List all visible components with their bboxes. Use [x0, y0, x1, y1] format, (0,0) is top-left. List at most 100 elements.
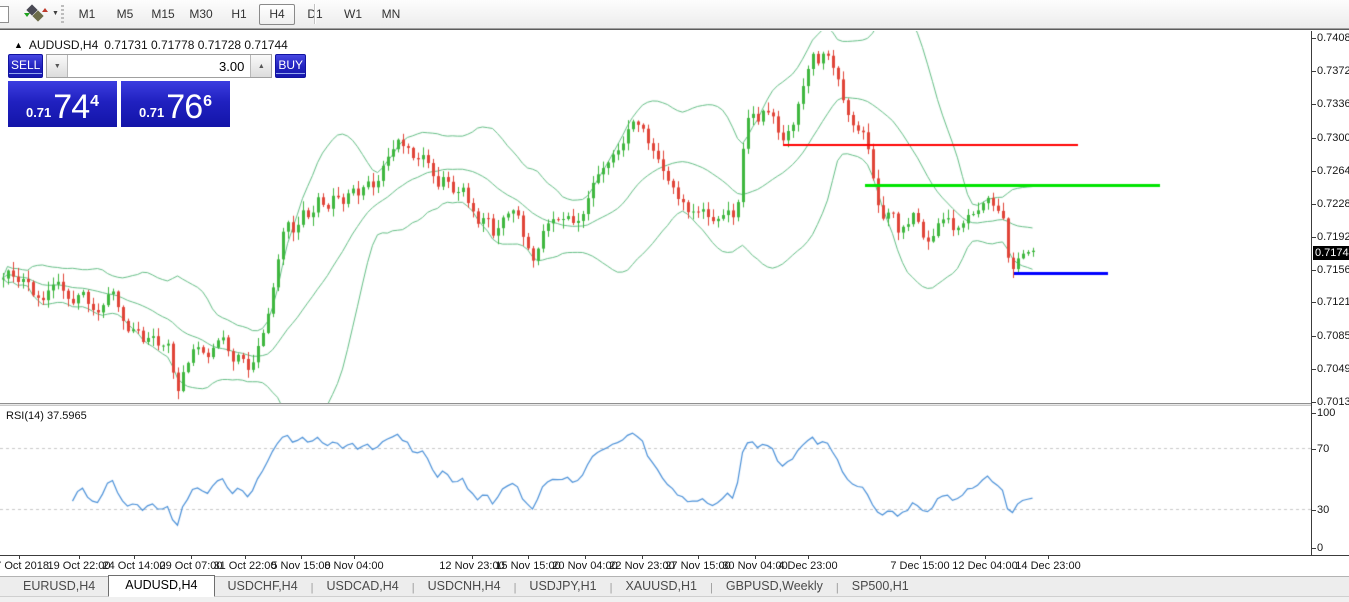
volume-decrease-button[interactable]: ▼: [47, 55, 69, 77]
volume-spinner: ▼ ▲: [46, 54, 273, 78]
time-tick: [19, 556, 20, 559]
chart-ohlc-values: 0.71731 0.71778 0.71728 0.71744: [104, 38, 288, 52]
time-axis-label: 4 Dec 23:00: [778, 560, 838, 572]
price-tick: [1312, 336, 1316, 337]
time-axis-label: 14 Dec 23:00: [1015, 560, 1081, 572]
time-axis-label: 7 Dec 15:00: [890, 560, 950, 572]
time-tick: [1048, 556, 1049, 559]
rsi-scale-tick: [1312, 548, 1316, 549]
timeframe-toolbar: M1 M5 M15 M30 H1 H4 D1 W1 MN: [68, 3, 410, 25]
sell-price-pip: 4: [90, 93, 100, 110]
bottom-strip: [0, 596, 1349, 602]
time-axis-label: 20 Nov 04:00: [552, 560, 618, 572]
rsi-canvas[interactable]: [0, 406, 1311, 555]
title-arrow-icon[interactable]: ▲: [14, 40, 23, 50]
timeframe-button-w1[interactable]: W1: [344, 6, 362, 21]
panel-splitter[interactable]: [0, 403, 1349, 406]
time-tick: [755, 556, 756, 559]
rsi-scale-label: 30: [1317, 504, 1330, 516]
time-axis-label: 8 Nov 04:00: [324, 560, 384, 572]
current-price-tag: 0.71744: [1313, 246, 1349, 260]
toolbar-grip[interactable]: [61, 5, 64, 23]
time-axis-label: 22 Nov 23:00: [609, 560, 675, 572]
time-axis-label: 24 Oct 14:00: [102, 560, 166, 572]
chart-tab-usdcnh-h4[interactable]: USDCNH,H4: [427, 579, 501, 593]
time-axis-label: 5 Nov 15:00: [271, 560, 331, 572]
price-tick: [1312, 71, 1316, 72]
timeframe-button-m30[interactable]: M30: [189, 6, 213, 21]
clipped-tool-icon[interactable]: [0, 6, 9, 23]
timeframe-button-m5[interactable]: M5: [116, 6, 134, 21]
dropdown-caret-icon[interactable]: ▼: [52, 10, 59, 17]
volume-input[interactable]: [68, 55, 251, 77]
chart-symbol-label: AUDUSD,H4: [28, 38, 99, 52]
time-tick: [808, 556, 809, 559]
sell-price-main: 74: [53, 88, 90, 126]
buy-button[interactable]: BUY: [275, 54, 307, 78]
timeframe-button-h1[interactable]: H1: [231, 6, 247, 21]
chart-tab-xauusd-h1[interactable]: XAUUSD,H1: [625, 579, 697, 593]
chart-tab-usdjpy-h1[interactable]: USDJPY,H1: [529, 579, 597, 593]
price-tick: [1312, 38, 1316, 39]
tab-separator: |: [710, 581, 713, 594]
rsi-scale-label: 70: [1317, 443, 1330, 455]
time-tick: [79, 556, 80, 559]
time-tick: [585, 556, 586, 559]
timeframe-button-m15[interactable]: M15: [151, 6, 175, 21]
timeframe-button-m1[interactable]: M1: [78, 6, 96, 21]
timeframe-button-mn[interactable]: MN: [381, 6, 401, 21]
top-toolbar: ▼ M1 M5 M15 M30 H1 H4 D1 W1 MN: [0, 0, 1349, 29]
time-tick: [698, 556, 699, 559]
chart-tab-audusd-h4[interactable]: AUDUSD,H4: [108, 575, 215, 597]
time-tick: [191, 556, 192, 559]
time-axis-label: 27 Nov 15:00: [665, 560, 731, 572]
pattern-diamonds-icon[interactable]: [24, 4, 50, 23]
timeframe-button-h4[interactable]: H4: [259, 3, 295, 25]
time-axis-label: 31 Oct 22:00: [213, 560, 277, 572]
time-tick: [301, 556, 302, 559]
time-axis-label: 15 Nov 15:00: [495, 560, 561, 572]
chart-tab-usdchf-h4[interactable]: USDCHF,H4: [227, 579, 298, 593]
rsi-scale-tick: [1312, 413, 1316, 414]
chart-tab-usdcad-h4[interactable]: USDCAD,H4: [326, 579, 399, 593]
price-tick: [1312, 270, 1316, 271]
rsi-indicator-label: RSI(14) 37.5965: [6, 410, 87, 422]
sell-price-box[interactable]: 0.71 74 4: [8, 81, 117, 127]
rsi-scale-tick: [1312, 510, 1316, 511]
chart-tab-eurusd-h4[interactable]: EURUSD,H4: [23, 579, 96, 593]
time-axis-label: 19 Oct 22:00: [47, 560, 111, 572]
timeframe-button-d1[interactable]: D1: [307, 6, 323, 21]
price-tick: [1312, 171, 1316, 172]
tab-separator: |: [513, 581, 517, 594]
buy-price-box[interactable]: 0.71 76 6: [121, 81, 230, 127]
one-click-trade-panel: SELL ▼ ▲ BUY 0.71 74 4 0.71 76 6: [8, 54, 307, 127]
chart-tab-gbpusd-weekly[interactable]: GBPUSD,Weekly: [725, 579, 823, 593]
time-tick: [528, 556, 529, 559]
time-axis-label: 17 Oct 2018: [0, 560, 49, 572]
chart-tab-sp500-h1[interactable]: SP500,H1: [851, 579, 909, 593]
sell-price-prefix: 0.71: [25, 105, 52, 120]
chart-window: ▲ AUDUSD,H4 0.71731 0.71778 0.71728 0.71…: [0, 29, 1349, 602]
buy-price-main: 76: [166, 88, 203, 126]
volume-increase-button[interactable]: ▲: [250, 55, 272, 77]
sell-button[interactable]: SELL: [8, 54, 44, 78]
time-axis-label: 30 Nov 04:00: [722, 560, 788, 572]
toolbar-separator: [314, 4, 315, 24]
rsi-scale-tick: [1312, 449, 1316, 450]
price-tick: [1312, 138, 1316, 139]
main-chart-panel: ▲ AUDUSD,H4 0.71731 0.71778 0.71728 0.71…: [0, 31, 1311, 403]
chart-tab-bar: EURUSD,H4 AUDUSD,H4 USDCHF,H4 | USDCAD,H4 | US…: [0, 575, 1349, 597]
chart-title: ▲ AUDUSD,H4 0.71731 0.71778 0.71728 0.71…: [14, 38, 288, 52]
time-tick: [354, 556, 355, 559]
rsi-scale-label: 0: [1317, 542, 1324, 554]
